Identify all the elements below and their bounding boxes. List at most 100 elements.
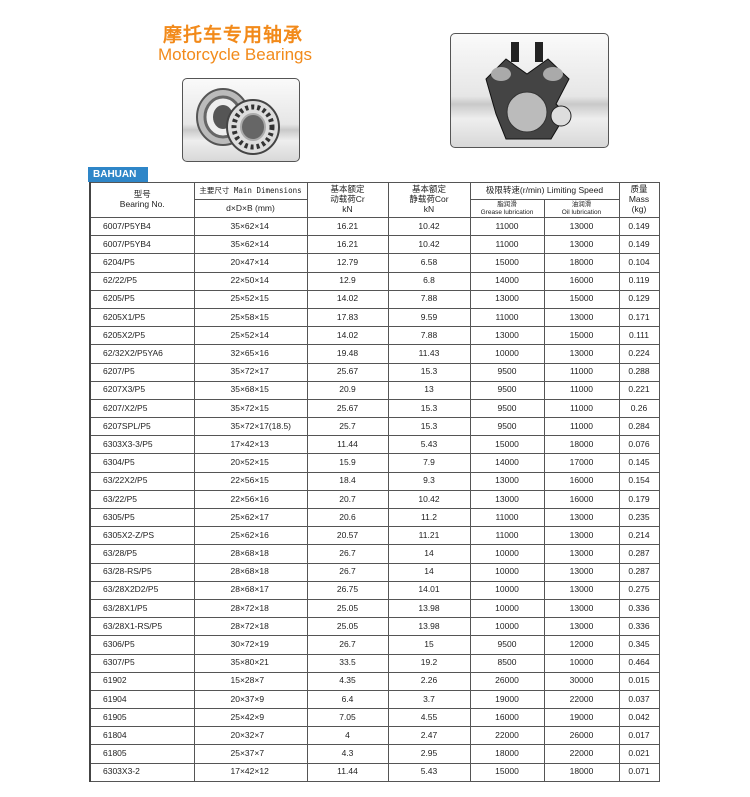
cell-bearing-no: 62/32X2/P5YA6 bbox=[89, 344, 195, 364]
cell-dimensions: 20×32×7 bbox=[193, 726, 308, 746]
cell-grease-speed: 10000 bbox=[469, 344, 545, 364]
table-row: 63/28X2D2/P5 28×68×17 26.75 14.01 10000 13000… bbox=[89, 580, 660, 600]
cell-bearing-no: 63/28/P5 bbox=[89, 544, 195, 564]
table-row: 61905 25×42×9 7.05 4.55 16000 19000 0.042 bbox=[89, 708, 660, 728]
cell-bearing-no: 63/22X2/P5 bbox=[89, 471, 195, 491]
cell-static-load: 15 bbox=[387, 635, 471, 655]
cell-mass: 0.149 bbox=[618, 216, 660, 237]
header-static-load: 基本额定 静载荷Cor kN bbox=[387, 182, 471, 218]
cell-static-load: 15.3 bbox=[387, 362, 471, 382]
cell-bearing-no: 6207/X2/P5 bbox=[89, 398, 195, 419]
cell-mass: 0.345 bbox=[618, 635, 660, 655]
table-row: 63/28X1-RS/P5 28×72×18 25.05 13.98 10000 1300… bbox=[89, 617, 660, 637]
cell-oil-speed: 13000 bbox=[543, 562, 620, 582]
cell-static-load: 7.9 bbox=[387, 453, 471, 473]
cell-dynamic-load: 7.05 bbox=[306, 708, 389, 728]
cell-grease-speed: 10000 bbox=[469, 544, 545, 564]
page-title-english: Motorcycle Bearings bbox=[158, 45, 313, 64]
cell-dynamic-load: 12.9 bbox=[306, 271, 389, 291]
header-mass: 质量 Mass (kg) bbox=[618, 182, 660, 218]
header-dims-units: d×D×B (mm) bbox=[193, 199, 308, 218]
table-row: 63/28X1/P5 28×72×18 25.05 13.98 10000 13000 0.… bbox=[89, 598, 660, 619]
cell-oil-speed: 26000 bbox=[543, 726, 620, 746]
table-row: 6207SPL/P5 35×72×17(18.5) 25.7 15.3 9500 1100… bbox=[89, 417, 660, 437]
cell-grease-speed: 15000 bbox=[469, 762, 545, 782]
cell-bearing-no: 6207SPL/P5 bbox=[89, 417, 195, 437]
cell-grease-speed: 10000 bbox=[469, 580, 545, 600]
table-row: 6303X3-2 17×42×12 11.44 5.43 15000 18000 0.071 bbox=[89, 762, 660, 782]
cell-grease-speed: 13000 bbox=[469, 489, 545, 510]
cell-bearing-no: 61904 bbox=[89, 689, 195, 710]
cell-dimensions: 30×72×19 bbox=[193, 635, 308, 655]
cell-oil-speed: 22000 bbox=[543, 744, 620, 764]
cell-grease-speed: 19000 bbox=[469, 689, 545, 710]
table-row: 6205X2/P5 25×52×14 14.02 7.88 13000 15000 0.11… bbox=[89, 326, 660, 346]
cell-dynamic-load: 18.4 bbox=[306, 471, 389, 491]
cell-mass: 0.076 bbox=[618, 435, 660, 455]
cell-bearing-no: 6207/P5 bbox=[89, 362, 195, 382]
cell-dynamic-load: 33.5 bbox=[306, 653, 389, 673]
cell-bearing-no: 6304/P5 bbox=[89, 453, 195, 473]
bearing-photo bbox=[182, 78, 300, 162]
table-row: 6207/X2/P5 35×72×15 25.67 15.3 9500 11000 0.26 bbox=[89, 398, 660, 419]
cell-grease-speed: 13000 bbox=[469, 471, 545, 491]
cell-dynamic-load: 19.48 bbox=[306, 344, 389, 364]
cell-bearing-no: 6205X1/P5 bbox=[89, 307, 195, 328]
cell-mass: 0.275 bbox=[618, 580, 660, 600]
cell-bearing-no: 6007/P5YB4 bbox=[89, 235, 195, 255]
cell-static-load: 15.3 bbox=[387, 417, 471, 437]
cell-dimensions: 22×56×16 bbox=[193, 489, 308, 510]
cell-mass: 0.015 bbox=[618, 671, 660, 691]
cell-grease-speed: 15000 bbox=[469, 435, 545, 455]
cell-static-load: 2.95 bbox=[387, 744, 471, 764]
cell-dimensions: 35×68×15 bbox=[193, 380, 308, 400]
motorcycle-engine-photo bbox=[450, 33, 609, 148]
cell-grease-speed: 13000 bbox=[469, 289, 545, 309]
cell-oil-speed: 22000 bbox=[543, 689, 620, 710]
cell-static-load: 11.2 bbox=[387, 507, 471, 528]
cell-dimensions: 22×50×14 bbox=[193, 271, 308, 291]
cell-dimensions: 35×62×14 bbox=[193, 235, 308, 255]
cell-static-load: 15.3 bbox=[387, 398, 471, 419]
cell-static-load: 13.98 bbox=[387, 598, 471, 619]
cell-mass: 0.179 bbox=[618, 489, 660, 510]
cell-dimensions: 28×68×18 bbox=[193, 544, 308, 564]
cell-grease-speed: 11000 bbox=[469, 216, 545, 237]
cell-mass: 0.287 bbox=[618, 562, 660, 582]
table-row: 6305X2-Z/PS 25×62×16 20.57 11.21 11000 13000 0… bbox=[89, 526, 660, 546]
table-row: 6307/P5 35×80×21 33.5 19.2 8500 10000 0.464 bbox=[89, 653, 660, 673]
cell-dynamic-load: 12.79 bbox=[306, 253, 389, 273]
cell-dimensions: 20×52×15 bbox=[193, 453, 308, 473]
cell-oil-speed: 30000 bbox=[543, 671, 620, 691]
cell-oil-speed: 13000 bbox=[543, 307, 620, 328]
cell-mass: 0.145 bbox=[618, 453, 660, 473]
cell-static-load: 9.59 bbox=[387, 307, 471, 328]
cell-oil-speed: 12000 bbox=[543, 635, 620, 655]
cell-oil-speed: 10000 bbox=[543, 653, 620, 673]
cell-bearing-no: 6303X3-2 bbox=[89, 762, 195, 782]
cell-oil-speed: 16000 bbox=[543, 471, 620, 491]
cell-bearing-no: 6207X3/P5 bbox=[89, 380, 195, 400]
cell-grease-speed: 10000 bbox=[469, 562, 545, 582]
cell-oil-speed: 16000 bbox=[543, 271, 620, 291]
cell-bearing-no: 63/28X1-RS/P5 bbox=[89, 617, 195, 637]
cell-oil-speed: 18000 bbox=[543, 435, 620, 455]
cell-mass: 0.154 bbox=[618, 471, 660, 491]
cell-dynamic-load: 20.9 bbox=[306, 380, 389, 400]
table-row: 6306/P5 30×72×19 26.7 15 9500 12000 0.345 bbox=[89, 635, 660, 655]
cell-static-load: 7.88 bbox=[387, 289, 471, 309]
cell-grease-speed: 11000 bbox=[469, 235, 545, 255]
cell-oil-speed: 11000 bbox=[543, 417, 620, 437]
cell-dimensions: 35×72×17 bbox=[193, 362, 308, 382]
cell-static-load: 7.88 bbox=[387, 326, 471, 346]
cell-oil-speed: 15000 bbox=[543, 289, 620, 309]
cell-dynamic-load: 14.02 bbox=[306, 326, 389, 346]
cell-dimensions: 17×42×12 bbox=[193, 762, 308, 782]
cell-oil-speed: 11000 bbox=[543, 380, 620, 400]
cell-static-load: 5.43 bbox=[387, 435, 471, 455]
cell-grease-speed: 11000 bbox=[469, 526, 545, 546]
cell-dynamic-load: 25.67 bbox=[306, 398, 389, 419]
cell-dynamic-load: 4.3 bbox=[306, 744, 389, 764]
cell-dimensions: 32×65×16 bbox=[193, 344, 308, 364]
cell-grease-speed: 10000 bbox=[469, 598, 545, 619]
